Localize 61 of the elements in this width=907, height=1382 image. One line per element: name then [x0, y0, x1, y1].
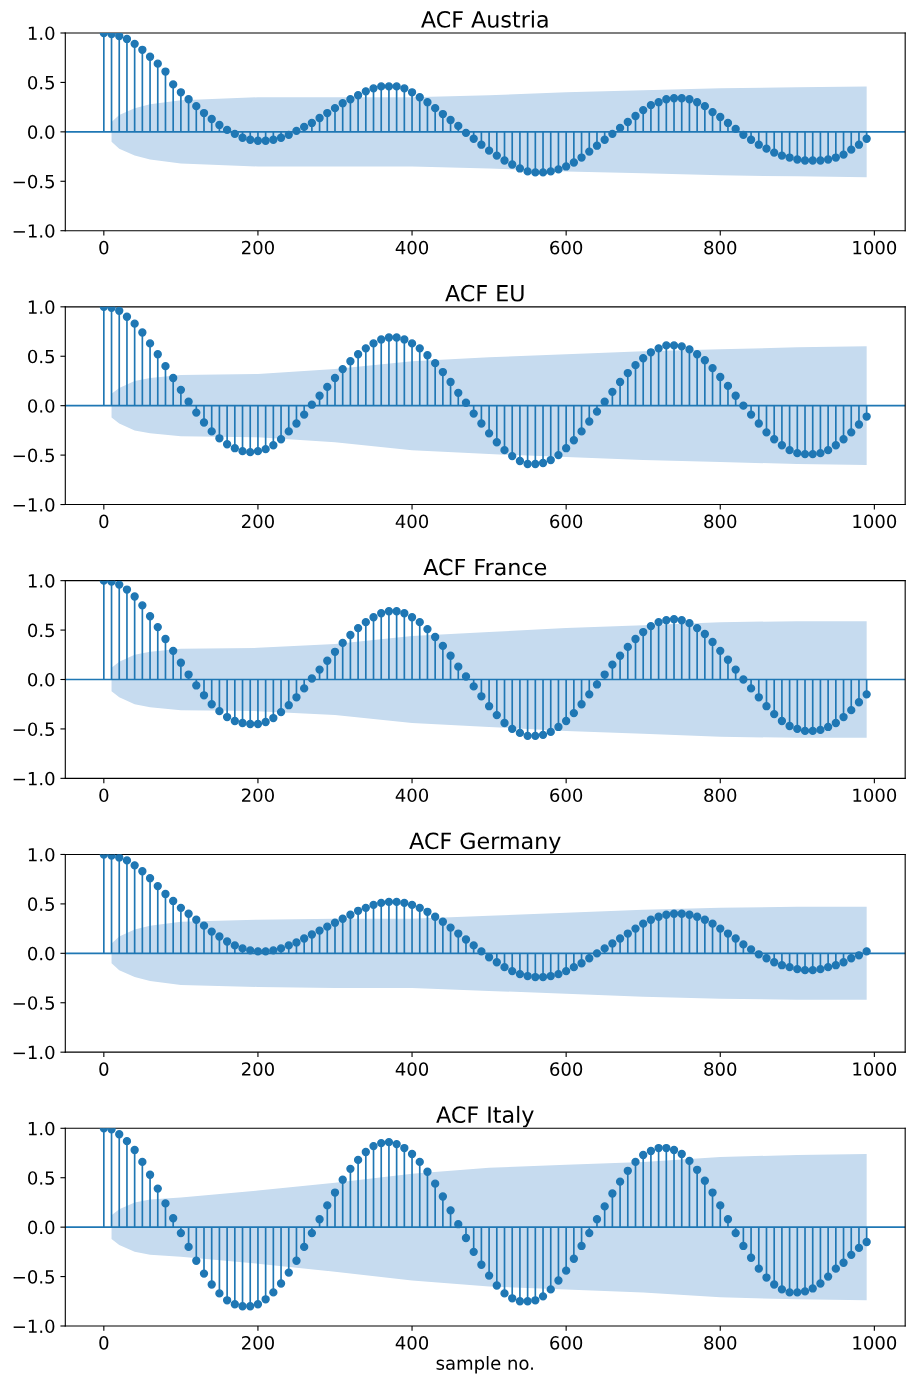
y-tick-label: 0.5	[28, 623, 55, 638]
y-tick-label: −1.0	[13, 771, 55, 786]
y-tick-label: 0.0	[28, 946, 55, 961]
y-tick-label: 1.0	[28, 26, 55, 41]
x-tick-label: 800	[704, 1336, 737, 1350]
y-tick-label: 1.0	[28, 847, 55, 862]
y-tick-label: 1.0	[28, 1121, 55, 1136]
x-tick-label: 400	[395, 788, 429, 803]
x-tick-label: 1000	[853, 514, 897, 529]
y-tick-label: −0.5	[13, 448, 54, 463]
y-tick-label: 0.5	[28, 1171, 55, 1185]
x-tick-label: 400	[395, 1336, 429, 1350]
y-tick-label: −0.5	[13, 722, 54, 737]
y-tick-label: 0.5	[28, 897, 55, 912]
x-tick-label: 0	[99, 514, 109, 529]
y-tick-label: 1.0	[28, 300, 55, 314]
x-tick-label: 400	[395, 240, 429, 255]
y-tick-label: −0.5	[13, 996, 54, 1010]
y-tick-label: −0.5	[13, 1270, 54, 1284]
x-tick-label: 1000	[853, 240, 897, 255]
x-tick-label: 600	[550, 788, 583, 803]
x-tick-label: 800	[704, 514, 737, 529]
y-tick-label: 0.0	[28, 399, 55, 413]
x-tick-label: 200	[242, 240, 274, 255]
y-tick-label: 0.5	[28, 75, 55, 90]
y-tick-label: 0.0	[28, 672, 55, 687]
x-tick-label: 1000	[853, 1336, 897, 1350]
x-tick-label: 400	[395, 1062, 429, 1076]
x-tick-label: 200	[242, 1336, 274, 1350]
y-tick-label: −0.5	[13, 174, 54, 189]
x-tick-label: 200	[242, 788, 274, 803]
y-tick-label: −1.0	[13, 1045, 55, 1060]
y-tick-label: −1.0	[13, 224, 55, 238]
chart-title: ACF Germany	[409, 832, 561, 854]
x-tick-label: 600	[550, 1336, 583, 1350]
x-tick-label: 1000	[853, 788, 897, 803]
x-axis-title: sample no.	[436, 1355, 533, 1374]
x-tick-label: 600	[550, 514, 583, 529]
x-tick-label: 800	[704, 240, 737, 255]
x-tick-label: 0	[99, 788, 109, 803]
x-tick-label: 200	[242, 514, 274, 529]
x-tick-label: 0	[99, 1062, 109, 1076]
chart-title: ACF Austria	[421, 10, 548, 28]
y-tick-label: −1.0	[13, 497, 55, 512]
x-tick-label: 600	[550, 240, 583, 255]
y-tick-label: 1.0	[28, 574, 55, 588]
x-tick-label: 0	[99, 240, 109, 255]
chart-title: ACF EU	[445, 284, 524, 302]
x-tick-label: 600	[550, 1062, 583, 1076]
y-tick-label: 0.0	[28, 125, 55, 139]
x-tick-label: 1000	[853, 1062, 897, 1076]
x-tick-label: 0	[99, 1336, 109, 1350]
y-tick-label: 0.0	[28, 1220, 55, 1235]
chart-title: ACF Italy	[436, 1105, 534, 1128]
x-tick-label: 200	[242, 1062, 274, 1076]
chart-title: ACF France	[423, 558, 547, 576]
x-tick-label: 800	[704, 788, 737, 803]
y-tick-label: −1.0	[13, 1319, 55, 1334]
x-tick-label: 400	[395, 514, 429, 529]
y-tick-label: 0.5	[28, 349, 55, 364]
x-tick-label: 800	[704, 1062, 737, 1076]
